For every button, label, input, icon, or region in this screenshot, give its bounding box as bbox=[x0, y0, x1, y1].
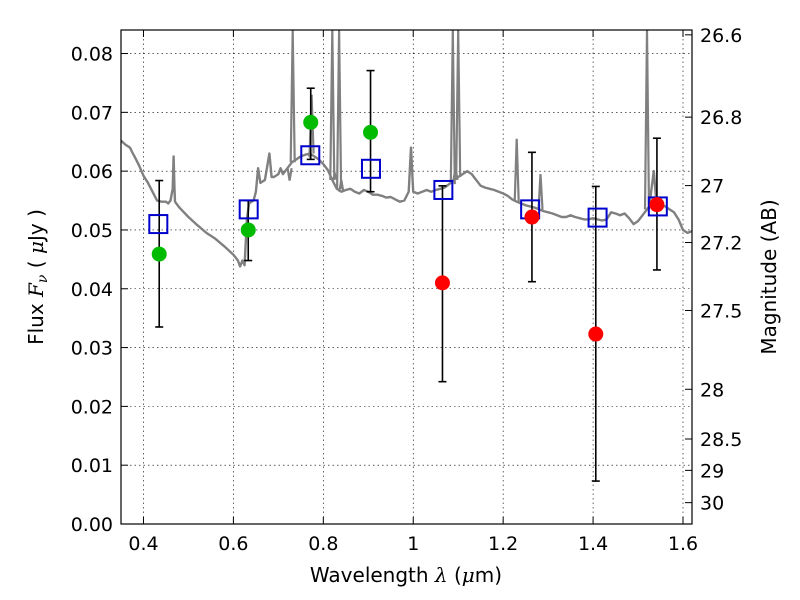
y-axis-ticks: 0.00 0.01 0.02 0.03 0.04 0.05 0.06 0.07 0.08 bbox=[71, 44, 128, 536]
y2-tick-label: 29 bbox=[700, 460, 724, 482]
y-label-text: Flux bbox=[24, 297, 48, 345]
model-square bbox=[300, 145, 321, 166]
y-tick-label: 0.01 bbox=[71, 455, 113, 477]
emission-line-spike bbox=[286, 168, 293, 181]
x-tick-label: 0.8 bbox=[308, 533, 338, 555]
y-tick-label: 0.08 bbox=[71, 44, 113, 66]
y2-tick-label: 28 bbox=[700, 379, 724, 401]
x-axis-ticks: 0.4 0.6 0.8 1 1.2 1.4 1.6 bbox=[128, 30, 698, 555]
x-label-paren: ( bbox=[448, 563, 462, 587]
y2-tick-label: 30 bbox=[700, 493, 724, 515]
x-label-mu: μ bbox=[462, 563, 475, 587]
x-tick-label: 0.4 bbox=[128, 533, 158, 555]
y-tick-label: 0.06 bbox=[71, 161, 113, 183]
detection-point bbox=[151, 246, 167, 262]
y2-tick-label: 27 bbox=[700, 176, 724, 198]
sed-curve bbox=[121, 139, 692, 268]
y-label-unit: Jy ) bbox=[24, 209, 48, 243]
y-tick-label: 0.05 bbox=[71, 220, 113, 242]
y-tick-label: 0.03 bbox=[71, 338, 113, 360]
nondetection-point bbox=[588, 326, 604, 342]
y-label-F: F bbox=[24, 282, 48, 298]
nondetection-point bbox=[434, 275, 450, 291]
y2-tick-label: 26.6 bbox=[700, 25, 742, 47]
emission-line-spike bbox=[289, 30, 296, 163]
y2-tick-label: 28.5 bbox=[700, 429, 742, 451]
emission-line-spike bbox=[455, 30, 462, 178]
emission-line-spike bbox=[537, 174, 544, 210]
y2-tick-label: 27.5 bbox=[700, 300, 742, 322]
model-square bbox=[433, 179, 454, 200]
detection-point bbox=[363, 124, 379, 140]
plot-frame bbox=[120, 29, 693, 525]
model-square bbox=[587, 207, 608, 228]
x-tick-label: 1 bbox=[407, 533, 419, 555]
emission-line-spike bbox=[329, 30, 336, 181]
x-label-text: Wavelength bbox=[310, 563, 435, 587]
x-axis-label: Wavelength λ (μm) bbox=[310, 563, 502, 587]
y-label-nu: ν bbox=[35, 274, 51, 283]
model-square bbox=[238, 199, 259, 220]
x-label-unit: m) bbox=[475, 563, 502, 587]
y2-tick-label: 27.2 bbox=[700, 233, 742, 255]
detection-point bbox=[240, 222, 256, 238]
error-bars bbox=[155, 69, 661, 482]
sed-model-spectrum bbox=[121, 30, 692, 268]
emission-line-spike bbox=[513, 138, 520, 202]
grid-lines bbox=[121, 30, 692, 525]
detection-point bbox=[303, 114, 319, 130]
y-label-mu: μ bbox=[24, 241, 48, 254]
y-tick-label: 0.02 bbox=[71, 396, 113, 418]
y-tick-label: 0.07 bbox=[71, 102, 113, 124]
y-tick-label: 0.00 bbox=[71, 514, 113, 536]
y2-axis-label: Magnitude (AB) bbox=[757, 199, 781, 354]
emission-line-spike bbox=[643, 30, 651, 210]
x-tick-label: 1.2 bbox=[488, 533, 518, 555]
y2-tick-label: 26.8 bbox=[700, 107, 742, 129]
x-label-lambda: λ bbox=[434, 563, 448, 587]
observed-points bbox=[151, 114, 665, 342]
y-label-open: ( bbox=[24, 254, 48, 275]
emission-line-spike bbox=[338, 179, 345, 192]
emission-line-spike bbox=[336, 30, 343, 189]
y-tick-label: 0.04 bbox=[71, 279, 113, 301]
nondetection-point bbox=[524, 209, 540, 225]
y2-axis-ticks: 26.6 26.8 27 27.2 27.5 28 28.5 29 30 bbox=[685, 25, 742, 515]
emission-line-spike bbox=[449, 30, 456, 185]
model-square bbox=[148, 214, 169, 235]
x-tick-label: 1.4 bbox=[578, 533, 608, 555]
nondetection-point bbox=[649, 197, 665, 213]
x-tick-label: 0.6 bbox=[218, 533, 248, 555]
x-tick-label: 1.6 bbox=[668, 533, 698, 555]
model-square bbox=[360, 158, 381, 179]
y-axis-label: Flux Fν ( μJy ) bbox=[24, 209, 51, 345]
